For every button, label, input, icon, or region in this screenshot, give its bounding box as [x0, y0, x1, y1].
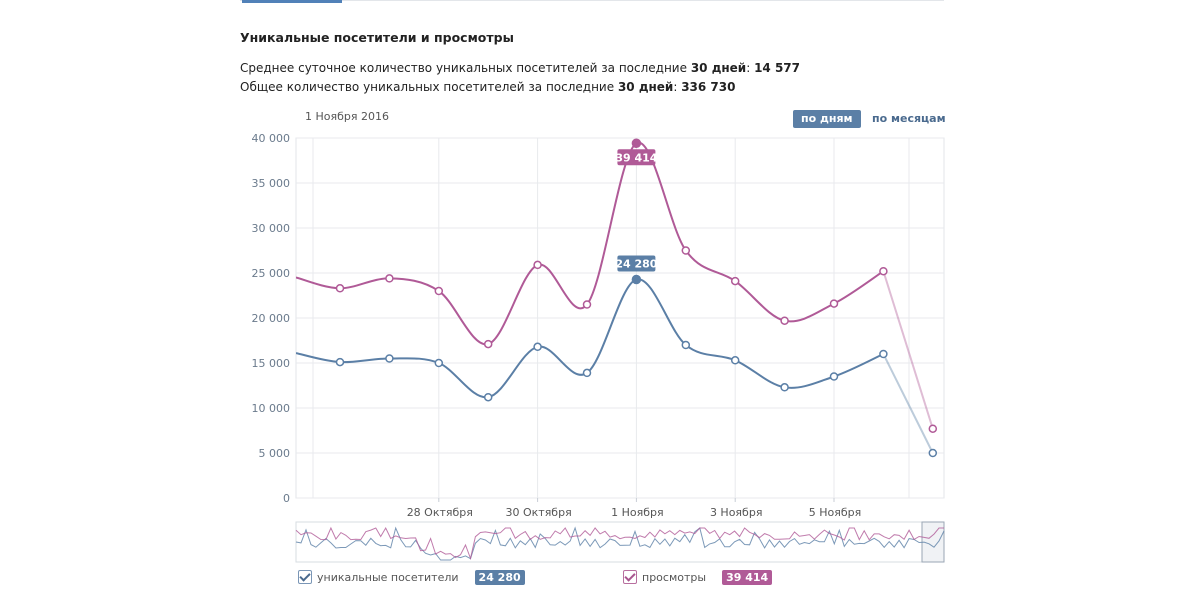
legend-unique-value: 24 280 [474, 569, 525, 585]
legend-views-value: 39 414 [722, 569, 773, 585]
data-point [928, 424, 938, 433]
avg-prefix: Среднее суточное количество уникальных п… [240, 61, 691, 75]
y-tick-label: 5 000 [259, 447, 291, 460]
y-tick-label: 25 000 [252, 267, 291, 280]
data-point [434, 358, 444, 368]
total-prefix: Общее количество уникальных посетителей … [240, 80, 618, 94]
avg-value: 14 577 [754, 61, 801, 75]
by-months-button[interactable]: по месяцам [872, 112, 946, 125]
data-point [434, 286, 444, 296]
data-point [335, 357, 345, 367]
total-value: 336 730 [681, 80, 736, 94]
tabs-underline [240, 0, 944, 1]
active-tab-indicator [242, 0, 342, 3]
navigator-series [295, 526, 944, 561]
y-tick-label: 15 000 [252, 357, 291, 370]
data-point [533, 342, 542, 352]
data-point [582, 368, 592, 378]
data-point [483, 392, 493, 402]
data-point [631, 138, 642, 149]
series-tail-views [882, 270, 934, 429]
data-point [829, 372, 839, 381]
y-tick-label: 40 000 [252, 132, 291, 145]
total-colon: : [673, 80, 682, 94]
peak-label: 24 280 [615, 257, 657, 270]
data-point [780, 383, 789, 392]
data-point [385, 274, 394, 283]
series-line-unique [296, 278, 884, 399]
total-visitors: Общее количество уникальных посетителей … [240, 80, 735, 94]
data-point [681, 246, 691, 255]
total-days: 30 дней [617, 80, 674, 94]
x-tick-label: 28 Октября [407, 506, 473, 519]
data-point [829, 299, 839, 308]
legend-views-label: просмотры [642, 570, 707, 584]
peak-label: 39 414 [615, 151, 657, 164]
legend-unique-label: уникальные посетители [317, 570, 459, 584]
unique-checkbox-icon[interactable] [298, 570, 312, 584]
peak-label-box [617, 255, 656, 272]
data-point [483, 339, 493, 349]
series-tail-unique [882, 353, 934, 454]
series-line-views [296, 142, 884, 346]
data-point [681, 340, 691, 350]
views-checkbox-icon[interactable] [623, 570, 637, 584]
x-tick-label: 1 Ноября [611, 506, 664, 519]
y-tick-label: 0 [283, 492, 290, 505]
data-point [335, 284, 345, 293]
data-point [928, 448, 938, 458]
legend-item-unique[interactable]: уникальные посетители 24 280 [298, 568, 525, 586]
navigator-series [295, 526, 945, 561]
data-point [780, 316, 789, 325]
data-point [730, 276, 740, 286]
x-tick-label: 30 Октября [505, 506, 571, 519]
avg-colon: : [746, 61, 755, 75]
navigator-frame [295, 521, 945, 563]
y-tick-label: 20 000 [252, 312, 291, 325]
data-point [879, 349, 888, 359]
peak-label-box [617, 149, 656, 166]
current-date-label: 1 Ноября 2016 [305, 110, 389, 123]
section-title: Уникальные посетители и просмотры [240, 30, 514, 45]
legend-item-views[interactable]: просмотры 39 414 [623, 568, 773, 586]
y-tick-label: 10 000 [252, 402, 291, 415]
data-point [385, 354, 394, 363]
avg-days: 30 дней [690, 61, 747, 75]
data-point [533, 260, 542, 270]
data-point [631, 274, 642, 285]
x-tick-label: 5 Ноября [809, 506, 862, 519]
data-point [879, 266, 888, 276]
by-days-button[interactable]: по дням [793, 110, 861, 128]
data-point [582, 300, 592, 309]
y-tick-label: 35 000 [252, 177, 291, 190]
y-tick-label: 30 000 [252, 222, 291, 235]
data-point [730, 356, 740, 365]
x-tick-label: 3 Ноября [710, 506, 763, 519]
average-daily-visitors: Среднее суточное количество уникальных п… [240, 61, 800, 75]
